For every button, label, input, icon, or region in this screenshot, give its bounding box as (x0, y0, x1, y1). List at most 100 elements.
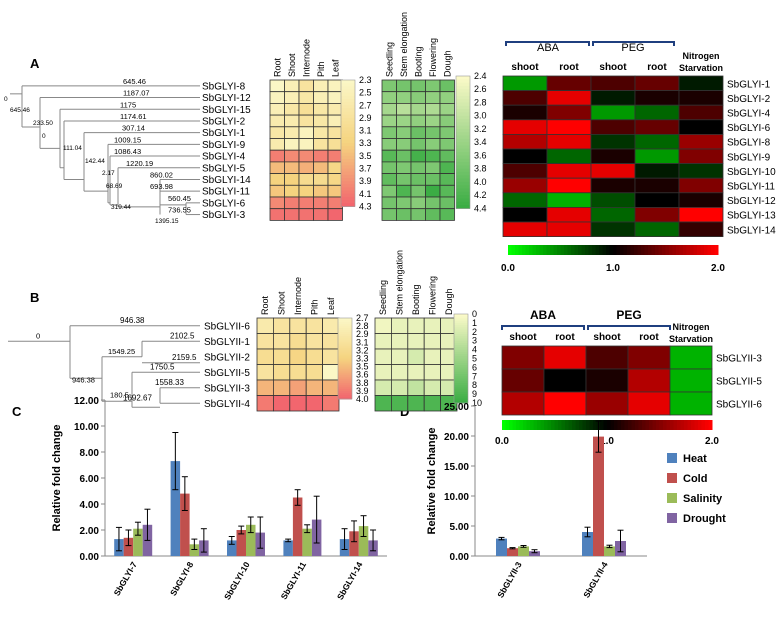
stage-scale-gradient (456, 132, 470, 137)
stage-scale-gradient (456, 142, 470, 147)
expression-scale-gradient (644, 245, 649, 255)
stage-scale-gradient (454, 367, 468, 371)
x-tick-label: SbGLYI-11 (279, 560, 309, 601)
branch-length-label: 645.46 (123, 77, 146, 86)
stage-heatmap-cell (423, 333, 442, 350)
stage-scale-gradient (456, 165, 470, 170)
tissue-heatmap-cell (272, 348, 291, 365)
stage-scale-tick-label: 4 (472, 345, 477, 355)
stage-scale-gradient (456, 195, 470, 199)
bar-salinity (133, 528, 143, 556)
stage-scale-gradient (454, 378, 468, 382)
tissue-heatmap-cell (269, 126, 285, 139)
tissue-scale-frame (337, 317, 353, 400)
tissue-scale-gradient (338, 372, 352, 376)
stage-scale-tick-label: 3.6 (474, 150, 487, 160)
tissue-heatmap-cell (298, 208, 314, 221)
tissue-heatmap-cell (284, 91, 300, 104)
legend-swatch (667, 453, 677, 463)
stage-column-label: Seedling (384, 42, 394, 77)
stage-heatmap-cell (396, 208, 412, 221)
y-tick-label: 2.00 (80, 526, 100, 537)
tissue-scale-tick-label: 2.9 (359, 113, 372, 123)
expression-scale-gradient (519, 420, 524, 430)
stage-scale-gradient (454, 376, 468, 380)
expression-heatmap-cell (546, 192, 592, 208)
stage-heatmap-cell (396, 103, 412, 116)
tissue-heatmap-cell (284, 196, 300, 210)
y-tick-label: 20.00 (444, 432, 469, 443)
expression-scale-gradient (529, 245, 533, 255)
tissue-column-label: Leaf (326, 297, 336, 315)
stage-scale-gradient (456, 145, 470, 150)
expression-column-label: shoot (509, 332, 537, 343)
tissue-scale-gradient (341, 102, 355, 106)
tissue-heatmap-cell (313, 114, 329, 128)
bar-heat (283, 540, 293, 556)
stage-heatmap-cell (407, 317, 425, 334)
expression-scale-gradient (665, 245, 670, 255)
expression-scale-gradient (666, 420, 671, 430)
stage-heatmap-cell (381, 126, 397, 139)
stage-heatmap-cell (410, 79, 426, 93)
stage-scale-gradient (454, 320, 468, 324)
stage-heatmap-cell (439, 161, 455, 174)
stage-heatmap-cell (410, 138, 426, 151)
stage-heatmap-cell (439, 138, 455, 151)
stage-heatmap-cell (425, 161, 441, 174)
stage-heatmap-cell (410, 114, 426, 128)
tissue-heatmap-cell (327, 196, 343, 210)
tissue-heatmap-cell (272, 379, 291, 396)
branch-length-label: 1692.67 (123, 393, 152, 402)
tissue-scale-tick-label: 3.5 (356, 362, 369, 372)
expression-scale-gradient (708, 420, 713, 430)
tissue-scale-gradient (338, 376, 352, 380)
expression-scale-label: 0.0 (501, 263, 515, 274)
stage-scale-tick-label: 4.0 (474, 177, 487, 187)
expression-column-label: shoot (593, 332, 621, 343)
expression-heatmap-cell (502, 163, 548, 179)
expression-heatmap-cell (678, 192, 724, 208)
tissue-scale-gradient (338, 346, 352, 349)
expression-scale-gradient (537, 420, 541, 430)
expression-scale-gradient (645, 420, 650, 430)
expression-gene-label: SbGLYI-6 (727, 123, 771, 134)
expression-heatmap-cell (502, 192, 548, 208)
expression-scale-label: 2.0 (711, 263, 725, 274)
expression-scale-gradient (553, 245, 558, 255)
stage-scale-gradient (454, 325, 468, 328)
stage-heatmap-cell (381, 149, 397, 163)
x-tick-label: SbGLYI-8 (168, 560, 196, 598)
tissue-heatmap-cell (298, 161, 314, 174)
tissue-scale-gradient (341, 143, 355, 147)
stage-scale-tick-label: 9 (472, 389, 477, 399)
branch-length-label: 1086.43 (114, 147, 141, 156)
expression-heatmap-cell (546, 75, 592, 92)
y-tick-label: 12.00 (74, 396, 99, 407)
bar-cold (349, 531, 359, 556)
expression-scale-gradient (565, 420, 569, 430)
y-axis-label: Relative fold change (51, 425, 63, 532)
stage-heatmap-cell (423, 317, 442, 334)
stage-heatmap-cell (425, 126, 441, 139)
stage-heatmap-cell (390, 317, 409, 334)
expression-heatmap-cell (501, 391, 545, 416)
node-value-label: 142.44 (85, 158, 105, 165)
tissue-scale-gradient (341, 165, 355, 169)
expression-heatmap-cell (634, 206, 680, 223)
expression-scale-gradient (567, 245, 572, 255)
expression-scale-gradient (628, 420, 632, 430)
branch-length-label: 1174.61 (120, 112, 147, 121)
expression-heatmap-cell (590, 133, 636, 150)
y-axis-label: Relative fold change (426, 428, 438, 535)
expression-heatmap-cell (627, 368, 671, 393)
expression-heatmap-cell (669, 345, 713, 370)
node-value-label: 180.5 (110, 390, 129, 399)
tissue-scale-gradient (341, 171, 355, 176)
tissue-scale-gradient (341, 184, 355, 188)
tissue-heatmap-cell (284, 114, 300, 128)
expression-scale-gradient (714, 245, 719, 255)
tissue-scale-gradient (338, 360, 352, 364)
expression-scale-gradient (690, 245, 694, 255)
tissue-heatmap-cell (256, 333, 274, 350)
